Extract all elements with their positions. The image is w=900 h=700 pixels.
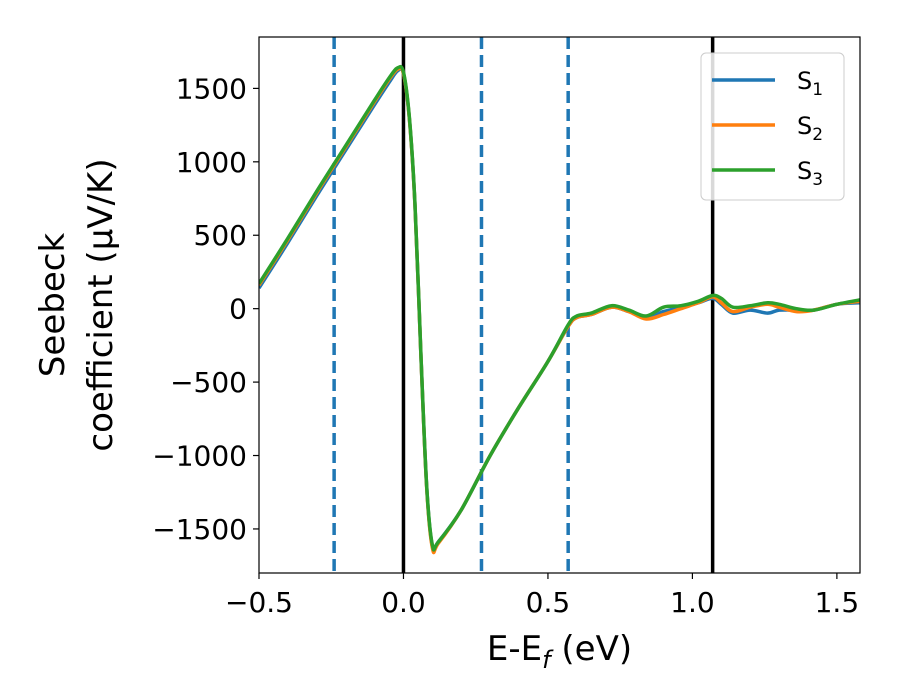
x-tick-label-4: 1.5 xyxy=(815,586,860,619)
x-tick-label-2: 0.5 xyxy=(526,586,571,619)
legend-label-s3: S3 xyxy=(797,157,823,190)
y-tick-label-1: 1000 xyxy=(176,146,247,179)
y-axis-label-line2: coefficient (μV/K) xyxy=(81,158,121,451)
x-tick-label-1: 0.0 xyxy=(381,586,426,619)
y-tick-label-2: 500 xyxy=(194,219,247,252)
y-tick-label-5: −1000 xyxy=(152,440,247,473)
x-tick-label-3: 1.0 xyxy=(670,586,715,619)
y-tick-label-6: −1500 xyxy=(152,513,247,546)
series-line-s3 xyxy=(259,64,860,552)
legend-label-s2: S2 xyxy=(797,112,823,145)
legend-label-s1: S1 xyxy=(797,67,823,100)
plot-frame xyxy=(258,36,861,574)
x-axis-label: E-Ef (eV) xyxy=(487,629,632,674)
y-axis-label-line1: Seebeck xyxy=(33,233,73,378)
legend: S1 S2 S3 xyxy=(700,52,845,201)
x-tick-label-0: −0.5 xyxy=(225,586,293,619)
y-tick-label-4: −500 xyxy=(170,366,247,399)
y-tick-label-3: 0 xyxy=(229,293,247,326)
y-tick-label-0: 1500 xyxy=(176,72,247,105)
